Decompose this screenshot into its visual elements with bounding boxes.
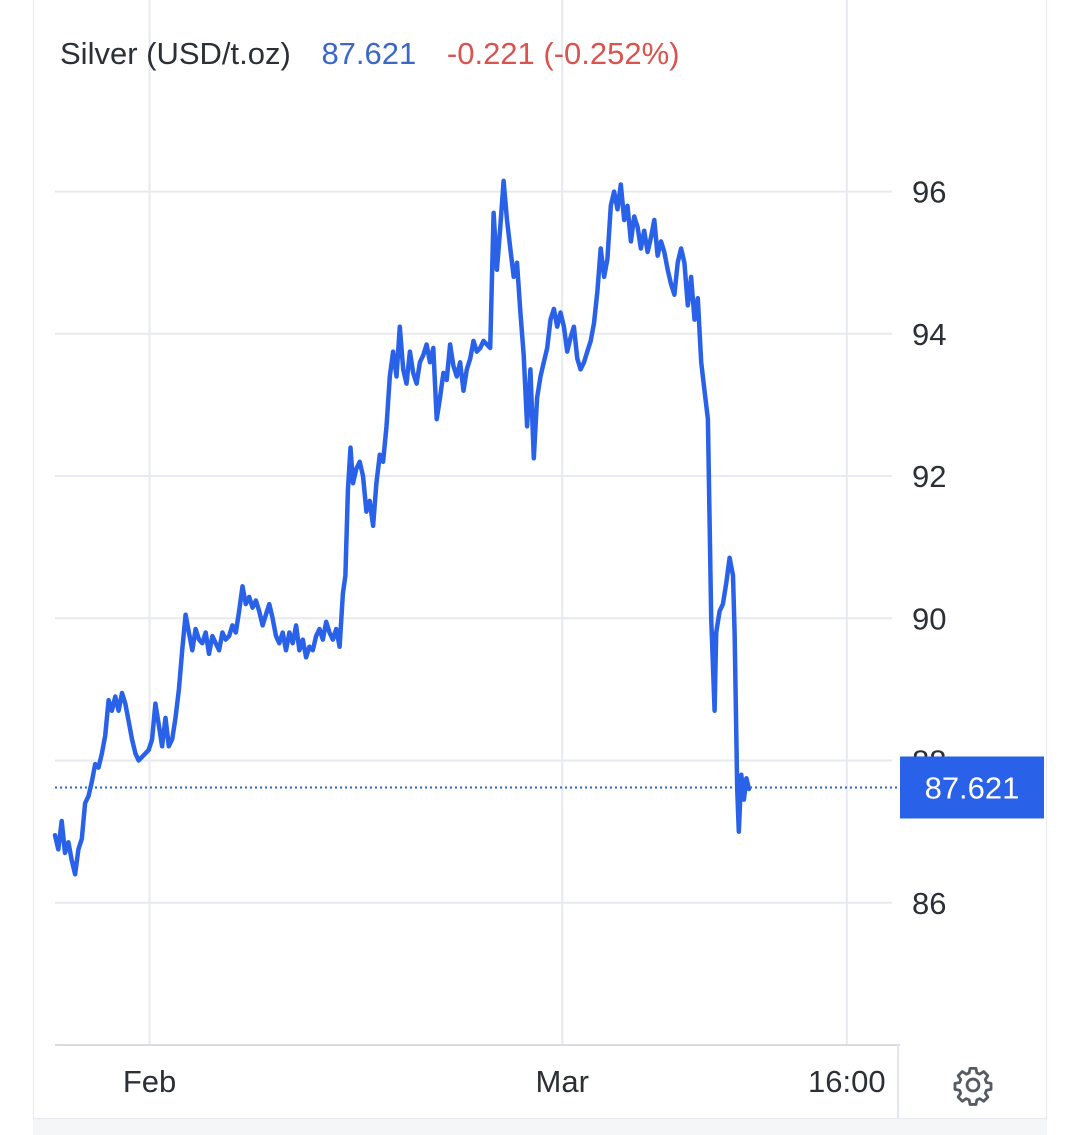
last-price-label: 87.621: [925, 770, 1020, 805]
y-tick-label: 92: [912, 459, 946, 494]
chart-panel: [33, 0, 1047, 1135]
y-tick-label: 94: [912, 317, 946, 352]
series-line: [52, 178, 752, 877]
y-tick-label: 96: [912, 175, 946, 210]
price-change: -0.221 (-0.252%): [446, 36, 680, 71]
last-price-tag: [900, 756, 1044, 819]
x-tick-label: Mar: [536, 1064, 589, 1099]
y-tick-label: 90: [912, 601, 946, 636]
current-price: 87.621: [321, 36, 417, 71]
y-tick-label: 86: [912, 886, 946, 921]
instrument-name: Silver (USD/t.oz): [60, 36, 291, 71]
x-tick-label: 16:00: [808, 1064, 886, 1099]
chart-header: Silver (USD/t.oz) 87.621 -0.221 (-0.252%…: [60, 36, 702, 72]
x-tick-label: Feb: [123, 1064, 176, 1099]
bottom-strip: [33, 1118, 1047, 1135]
gear-icon[interactable]: [952, 1064, 994, 1106]
